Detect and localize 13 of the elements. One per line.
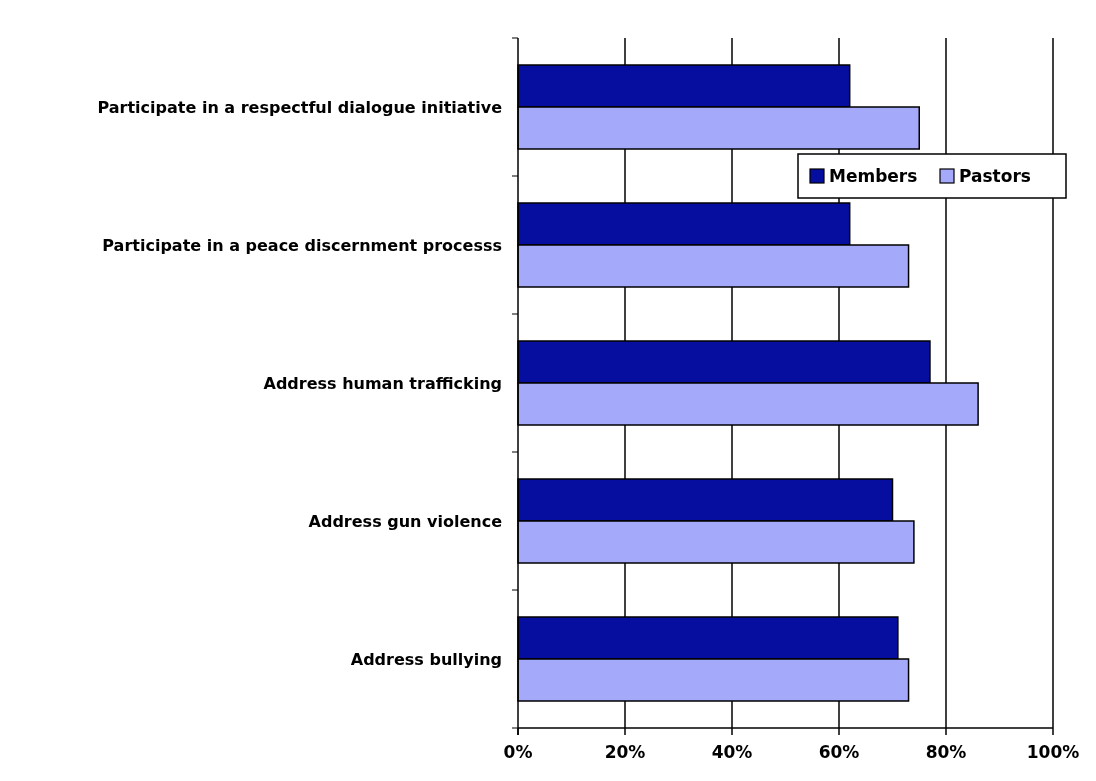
x-tick-label: 20% <box>604 742 646 762</box>
y-tick-label: Address human trafficking <box>263 374 502 393</box>
x-tick-label: 60% <box>818 742 860 762</box>
legend-label: Members <box>829 166 918 186</box>
x-tick-label: 80% <box>925 742 967 762</box>
x-tick-label: 100% <box>1026 742 1080 762</box>
x-tick-label: 40% <box>711 742 753 762</box>
y-tick-label: Participate in a respectful dialogue initiative <box>97 98 503 117</box>
y-tick-label: Address gun violence <box>308 512 503 531</box>
legend-label: Pastors <box>959 166 1031 186</box>
x-tick-label: 0% <box>503 742 533 762</box>
y-tick-label: Address bullying <box>350 650 502 669</box>
y-tick-label: Participate in a peace discernment processs <box>102 236 502 255</box>
